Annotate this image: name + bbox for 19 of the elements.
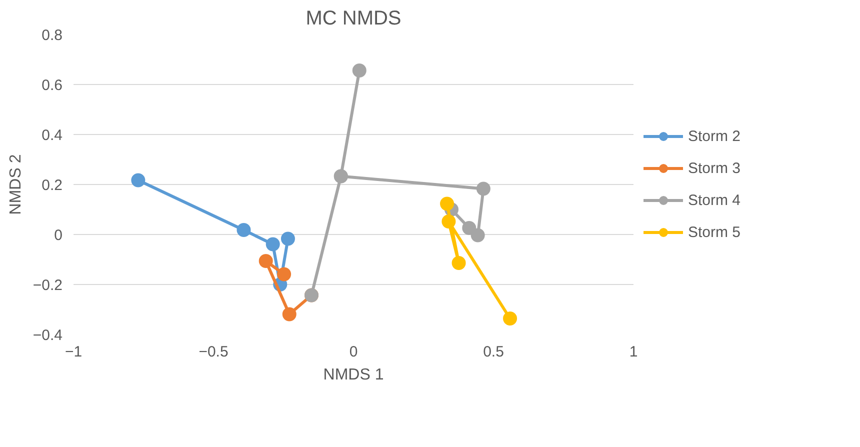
y-axis-title: NMDS 2 — [8, 154, 24, 215]
x-tick-label: 1 — [629, 344, 638, 360]
y-tick-label: 0.4 — [42, 127, 63, 144]
x-tick-label: 0 — [349, 344, 358, 360]
legend-label: Storm 4 — [688, 192, 741, 208]
y-tick-label: 0.6 — [42, 77, 63, 94]
x-tick-label: −1 — [64, 344, 82, 360]
legend-label: Storm 3 — [688, 160, 741, 176]
y-tick-label: −0.2 — [32, 277, 63, 294]
y-tick-label: −0.4 — [32, 327, 63, 344]
legend-label: Storm 2 — [688, 128, 741, 144]
x-tick-label: 0.5 — [483, 344, 504, 360]
chart-title: MC NMDS — [306, 8, 402, 30]
y-tick-label: 0.2 — [42, 177, 63, 194]
y-tick-label: 0.8 — [42, 27, 63, 44]
x-axis-title: NMDS 1 — [323, 366, 384, 384]
y-tick-label: 0 — [54, 227, 62, 244]
x-tick-label: −0.5 — [198, 344, 228, 360]
legend-label: Storm 5 — [688, 224, 741, 240]
